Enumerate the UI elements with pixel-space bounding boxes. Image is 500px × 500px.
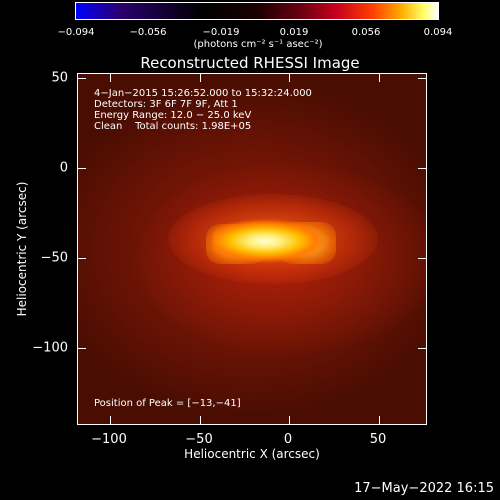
colorbar	[75, 2, 439, 20]
y-tick-mark	[78, 258, 86, 259]
x-tick-label: 50	[369, 432, 387, 447]
x-tick-mark-top	[289, 74, 290, 82]
info-clean-counts: Clean Total counts: 1.98E+05	[94, 121, 252, 132]
timestamp: 17−May−2022 16:15	[354, 481, 494, 496]
y-tick-label: 50	[51, 70, 68, 86]
y-tick-mark-right	[418, 78, 426, 79]
y-tick-label: 0	[59, 160, 68, 176]
rhessi-image: 4−Jan−2015 15:26:52.000 to 15:32:24.000 …	[77, 73, 427, 425]
x-axis-title: Heliocentric X (arcsec)	[184, 447, 320, 461]
colorbar-tick: −0.019	[202, 27, 240, 38]
peak-position: Position of Peak = [−13,−41]	[94, 398, 241, 409]
x-tick-mark	[289, 416, 290, 424]
info-time-range: 4−Jan−2015 15:26:52.000 to 15:32:24.000	[94, 88, 312, 99]
x-tick-mark-top	[200, 74, 201, 82]
y-tick-label: −50	[40, 250, 68, 266]
y-tick-mark-right	[418, 348, 426, 349]
y-tick-label: −100	[32, 340, 68, 356]
x-tick-mark	[379, 416, 380, 424]
colorbar-tick: −0.056	[129, 27, 167, 38]
flare-source	[213, 219, 329, 263]
x-tick-label: 0	[283, 432, 293, 447]
info-energy-range: Energy Range: 12.0 − 25.0 keV	[94, 110, 252, 121]
y-axis-title: Heliocentric Y (arcsec)	[15, 181, 29, 317]
colorbar-tick: 0.094	[423, 27, 453, 38]
y-tick-mark	[78, 168, 86, 169]
image-title: Reconstructed RHESSI Image	[140, 54, 360, 72]
colorbar-units: (photons cm⁻² s⁻¹ asec⁻²)	[193, 39, 323, 50]
y-tick-mark	[78, 348, 86, 349]
x-tick-mark-top	[379, 74, 380, 82]
x-tick-label: −50	[185, 432, 213, 447]
colorbar-tick: 0.019	[279, 27, 309, 38]
x-tick-label: −100	[91, 432, 127, 447]
y-tick-mark-right	[418, 258, 426, 259]
y-tick-mark-right	[418, 168, 426, 169]
y-tick-mark	[78, 78, 86, 79]
colorbar-tick: 0.056	[351, 27, 381, 38]
colorbar-tick: −0.094	[57, 27, 95, 38]
x-tick-mark-top	[110, 74, 111, 82]
info-detectors: Detectors: 3F 6F 7F 9F, Att 1	[94, 99, 238, 110]
x-tick-mark	[200, 416, 201, 424]
x-tick-mark	[110, 416, 111, 424]
